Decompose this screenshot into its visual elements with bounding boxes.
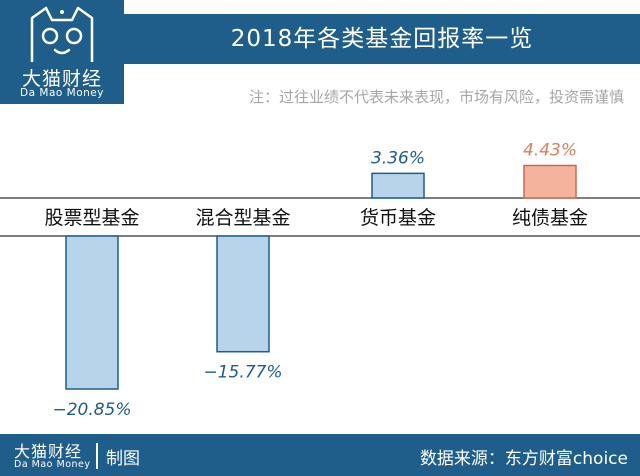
footer: 大猫财经 Da Mao Money 制图 数据来源：东方财富choice [0,434,640,476]
data-label: 3.36% [371,148,425,168]
brand-logo: 大猫财经 Da Mao Money [0,0,124,104]
footer-made-label: 制图 [106,449,140,469]
brand-name-cn: 大猫财经 [21,68,102,90]
footer-brand-cn: 大猫财经 [14,442,83,461]
category-label: 股票型基金 [44,207,139,229]
brand-name-en: Da Mao Money [20,87,104,99]
bar [65,235,119,390]
category-label: 纯债基金 [512,207,588,229]
footer-brand-en: Da Mao Money [14,459,91,470]
category-label: 货币基金 [360,207,436,229]
bar [523,164,577,199]
data-label: −20.85% [52,400,131,420]
category-label: 混合型基金 [195,207,290,229]
risk-note: 注：过往业绩不代表未来表现，市场有风险，投资需谨慎 [248,88,624,106]
bar [371,172,425,199]
title-bar: 2018年各类基金回报率一览 [124,14,640,64]
data-label: −15.77% [203,363,282,383]
data-label: 4.43% [523,140,577,160]
footer-source: 数据来源：东方财富choice [419,449,628,469]
cat-logo-icon [30,6,94,62]
bar [216,235,270,353]
footer-divider [96,443,98,469]
chart-title: 2018年各类基金回报率一览 [230,26,534,52]
